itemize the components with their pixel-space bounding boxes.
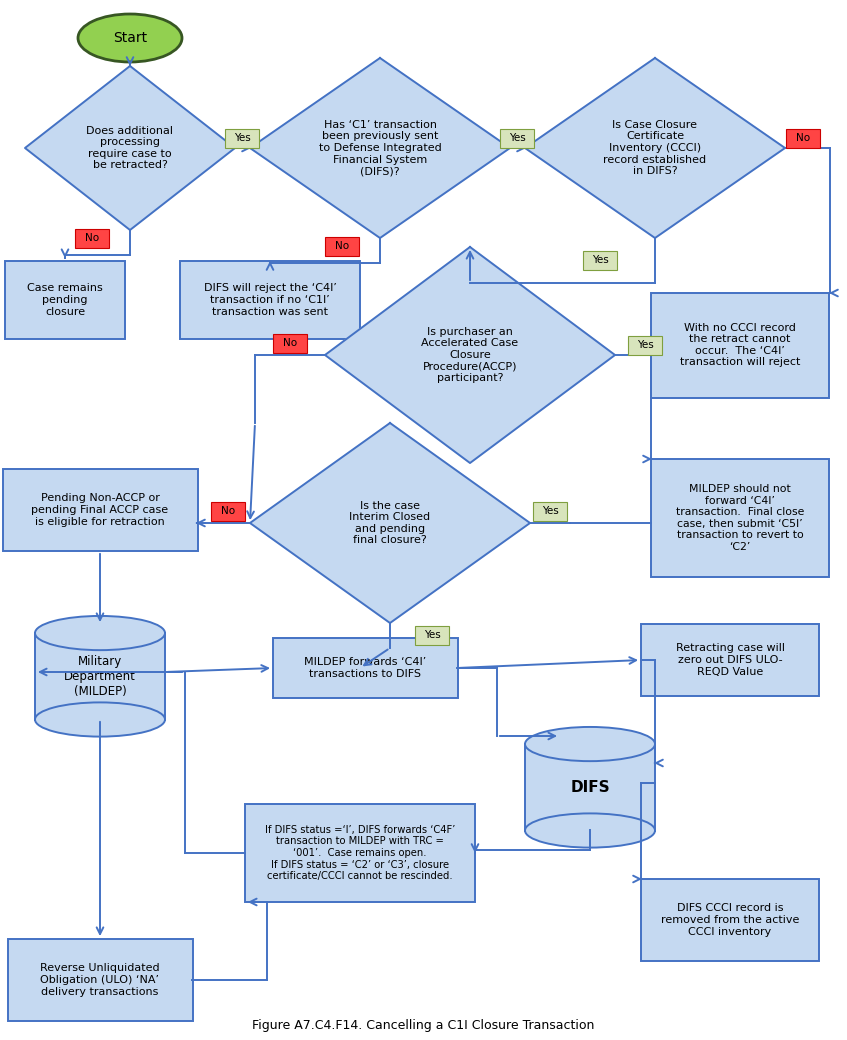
- Text: Reverse Unliquidated
Obligation (ULO) ‘NA’
delivery transactions: Reverse Unliquidated Obligation (ULO) ‘N…: [40, 963, 160, 996]
- Ellipse shape: [78, 14, 182, 62]
- Text: Case remains
pending
closure: Case remains pending closure: [27, 283, 102, 316]
- Polygon shape: [250, 423, 530, 623]
- Text: Does additional
processing
require case to
be retracted?: Does additional processing require case …: [86, 126, 174, 171]
- FancyBboxPatch shape: [533, 501, 567, 520]
- Text: Is the case
Interim Closed
and pending
final closure?: Is the case Interim Closed and pending f…: [350, 500, 430, 545]
- Ellipse shape: [35, 616, 165, 650]
- Text: DIFS: DIFS: [570, 780, 610, 795]
- Text: Yes: Yes: [637, 340, 653, 350]
- FancyBboxPatch shape: [5, 261, 125, 339]
- Text: Yes: Yes: [591, 255, 608, 265]
- FancyBboxPatch shape: [651, 459, 829, 577]
- Text: Yes: Yes: [234, 133, 251, 142]
- Text: Military
Department
(MILDEP): Military Department (MILDEP): [64, 655, 136, 698]
- FancyBboxPatch shape: [651, 292, 829, 397]
- Polygon shape: [250, 58, 510, 238]
- FancyBboxPatch shape: [415, 625, 449, 645]
- Text: No: No: [796, 133, 810, 142]
- Text: Yes: Yes: [424, 630, 440, 640]
- Text: DIFS CCCI record is
removed from the active
CCCI inventory: DIFS CCCI record is removed from the act…: [661, 904, 800, 937]
- Polygon shape: [35, 633, 165, 720]
- FancyBboxPatch shape: [500, 129, 534, 148]
- FancyBboxPatch shape: [583, 251, 617, 269]
- FancyBboxPatch shape: [325, 236, 359, 256]
- FancyBboxPatch shape: [180, 261, 360, 339]
- FancyBboxPatch shape: [273, 334, 307, 353]
- Ellipse shape: [35, 702, 165, 736]
- Text: DIFS will reject the ‘C4I’
transaction if no ‘C1I’
transaction was sent: DIFS will reject the ‘C4I’ transaction i…: [203, 283, 336, 316]
- FancyBboxPatch shape: [273, 638, 457, 698]
- Polygon shape: [525, 58, 785, 238]
- Text: Has ‘C1’ transaction
been previously sent
to Defense Integrated
Financial System: Has ‘C1’ transaction been previously sen…: [318, 120, 441, 176]
- Text: Is purchaser an
Accelerated Case
Closure
Procedure(ACCP)
participant?: Is purchaser an Accelerated Case Closure…: [422, 327, 518, 383]
- FancyBboxPatch shape: [75, 229, 109, 248]
- Text: With no CCCI record
the retract cannot
occur.  The ‘C4I’
transaction will reject: With no CCCI record the retract cannot o…: [680, 322, 800, 367]
- FancyBboxPatch shape: [786, 129, 820, 148]
- Text: No: No: [283, 338, 297, 348]
- Text: Figure A7.C4.F14. Cancelling a C1I Closure Transaction: Figure A7.C4.F14. Cancelling a C1I Closu…: [252, 1019, 595, 1032]
- Text: No: No: [221, 506, 235, 516]
- Ellipse shape: [525, 813, 655, 848]
- FancyBboxPatch shape: [628, 336, 662, 355]
- FancyBboxPatch shape: [225, 129, 259, 148]
- Text: Start: Start: [113, 31, 147, 45]
- Text: Pending Non-ACCP or
pending Final ACCP case
is eligible for retraction: Pending Non-ACCP or pending Final ACCP c…: [31, 493, 169, 526]
- Text: If DIFS status =‘I’, DIFS forwards ‘C4F’
transaction to MILDEP with TRC =
‘001’.: If DIFS status =‘I’, DIFS forwards ‘C4F’…: [265, 825, 455, 881]
- Text: MILDEP forwards ‘C4I’
transactions to DIFS: MILDEP forwards ‘C4I’ transactions to DI…: [304, 657, 426, 679]
- FancyBboxPatch shape: [211, 501, 245, 520]
- FancyBboxPatch shape: [641, 879, 819, 961]
- Polygon shape: [25, 66, 235, 230]
- Text: Retracting case will
zero out DIFS ULO-
REQD Value: Retracting case will zero out DIFS ULO- …: [676, 644, 784, 677]
- Text: Is Case Closure
Certificate
Inventory (CCCI)
record established
in DIFS?: Is Case Closure Certificate Inventory (C…: [603, 120, 706, 176]
- FancyBboxPatch shape: [641, 624, 819, 696]
- FancyBboxPatch shape: [3, 469, 197, 551]
- Text: MILDEP should not
forward ‘C4I’
transaction.  Final close
case, then submit ‘C5I: MILDEP should not forward ‘C4I’ transact…: [676, 484, 804, 552]
- FancyBboxPatch shape: [8, 939, 192, 1021]
- Text: No: No: [335, 241, 349, 251]
- Text: Yes: Yes: [541, 506, 558, 516]
- Text: No: No: [85, 233, 99, 243]
- Polygon shape: [525, 744, 655, 831]
- Text: Yes: Yes: [509, 133, 525, 142]
- Polygon shape: [325, 246, 615, 463]
- FancyBboxPatch shape: [245, 804, 475, 902]
- Ellipse shape: [525, 727, 655, 761]
